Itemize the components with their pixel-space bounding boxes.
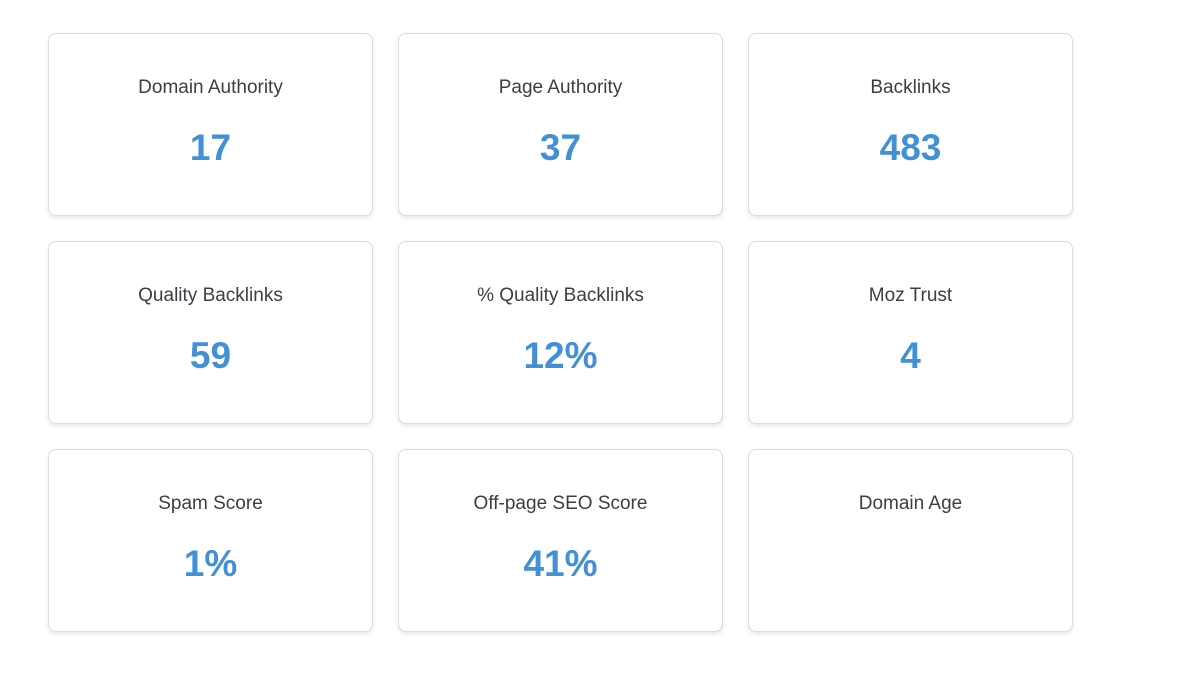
- metric-value: 1%: [183, 543, 238, 584]
- metrics-grid: Domain Authority 17 Page Authority 37 Ba…: [48, 33, 1073, 632]
- metric-label: % Quality Backlinks: [477, 285, 644, 306]
- metric-label: Backlinks: [870, 77, 951, 98]
- metric-card-page-authority: Page Authority 37: [398, 33, 723, 216]
- metric-label: Domain Age: [858, 493, 963, 514]
- metric-card-quality-backlinks: Quality Backlinks 59: [48, 241, 373, 424]
- metric-card-domain-authority: Domain Authority 17: [48, 33, 373, 216]
- metric-card-domain-age: Domain Age: [748, 449, 1073, 632]
- metric-value: 41%: [523, 543, 598, 584]
- metric-label: Domain Authority: [138, 77, 283, 98]
- metric-card-off-page-seo-score: Off-page SEO Score 41%: [398, 449, 723, 632]
- metric-value: 483: [879, 127, 942, 168]
- metric-value: 4: [900, 335, 921, 376]
- metric-value: 17: [189, 127, 232, 168]
- metric-label: Quality Backlinks: [138, 285, 283, 306]
- metric-label: Spam Score: [158, 493, 263, 514]
- metric-card-percent-quality-backlinks: % Quality Backlinks 12%: [398, 241, 723, 424]
- metric-label: Moz Trust: [868, 285, 953, 306]
- metric-label: Page Authority: [498, 77, 623, 98]
- metric-value: 37: [539, 127, 582, 168]
- metric-value: 59: [189, 335, 232, 376]
- metric-value: 12%: [523, 335, 598, 376]
- metric-card-backlinks: Backlinks 483: [748, 33, 1073, 216]
- metric-card-spam-score: Spam Score 1%: [48, 449, 373, 632]
- metric-label: Off-page SEO Score: [473, 493, 648, 514]
- metric-card-moz-trust: Moz Trust 4: [748, 241, 1073, 424]
